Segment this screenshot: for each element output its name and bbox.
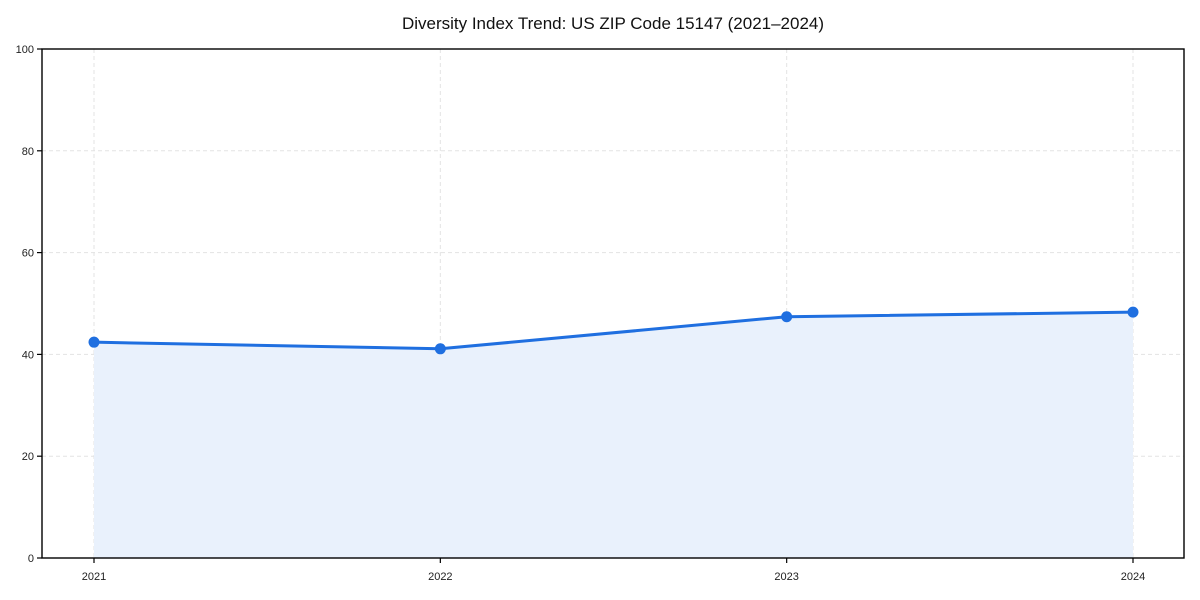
y-tick-label: 0 [28, 553, 34, 565]
data-point-2021 [88, 336, 100, 348]
y-tick-label: 60 [22, 248, 34, 260]
y-tick-label: 80 [22, 146, 34, 158]
trend-line [92, 310, 1135, 351]
data-point-2023 [781, 311, 793, 323]
data-point-2024 [1127, 306, 1139, 318]
plot-border [41, 48, 1185, 559]
data-point-2022 [434, 343, 446, 355]
x-tick-label: 2021 [82, 571, 106, 583]
x-tick-label: 2022 [428, 571, 452, 583]
y-tick-label: 100 [16, 44, 34, 56]
chart-title: Diversity Index Trend: US ZIP Code 15147… [401, 14, 825, 33]
y-tick-label: 20 [22, 451, 34, 463]
y-tick-label: 40 [22, 349, 34, 361]
area-fill [94, 312, 1133, 558]
x-tick-label: 2024 [1121, 571, 1145, 583]
x-tick-label: 2023 [774, 571, 798, 583]
